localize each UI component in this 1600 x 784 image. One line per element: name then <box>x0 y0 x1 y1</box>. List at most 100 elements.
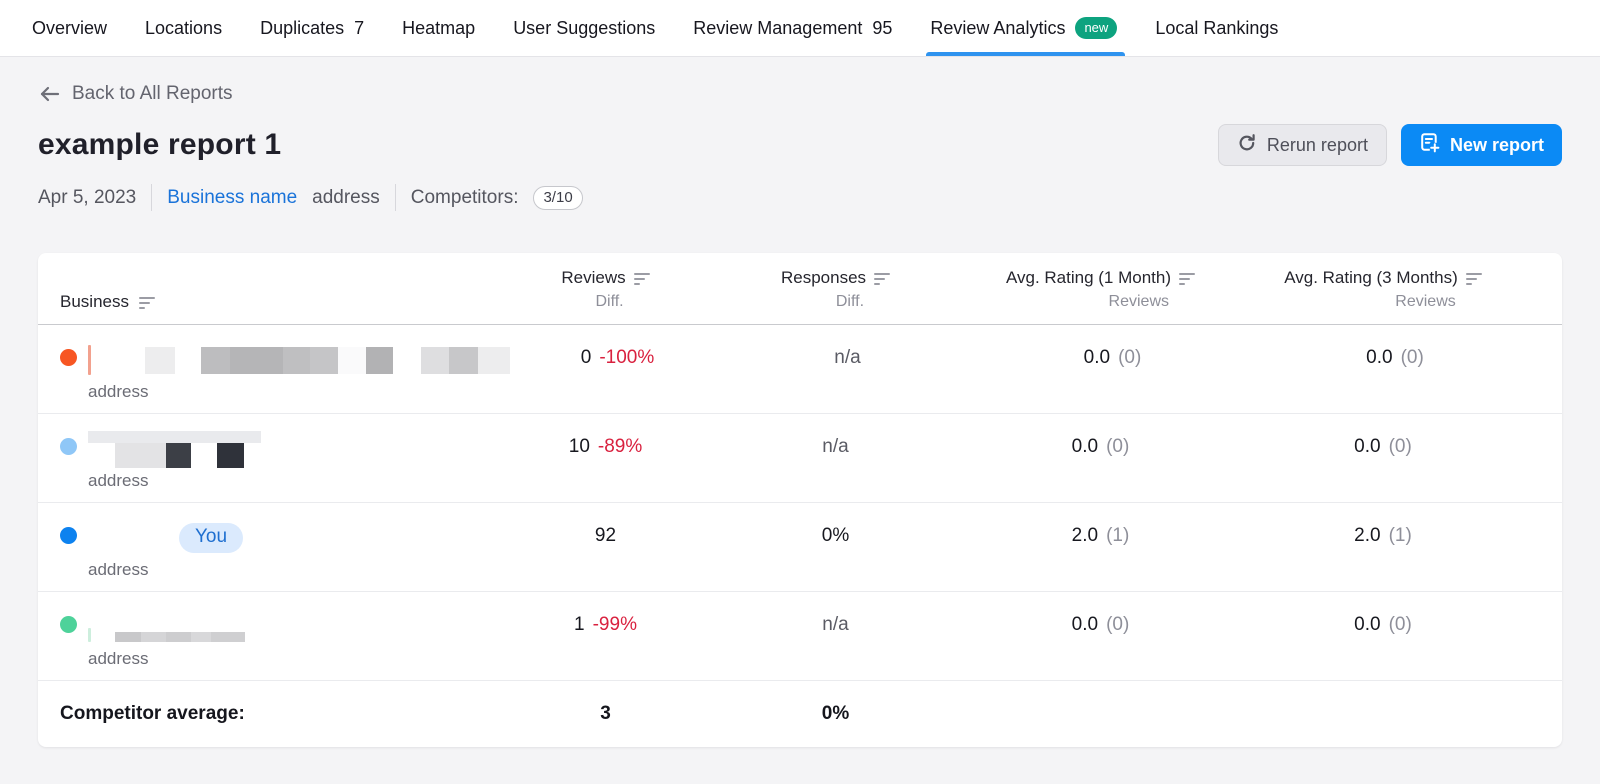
tab-label: Overview <box>32 17 108 38</box>
review-count: (1) <box>1106 525 1130 546</box>
table-row: You address 92 0% 2.0 (1) 2.0 (1) <box>38 503 1562 592</box>
value: 92 <box>594 525 617 546</box>
value: 0.0 <box>1071 436 1099 457</box>
business-address: address <box>88 471 149 490</box>
responses-cell: n/a <box>713 414 958 502</box>
sort-icon[interactable] <box>138 295 155 309</box>
avg-rating-1-month-cell: 0.0 (0) <box>958 592 1243 680</box>
back-link-label: Back to All Reports <box>72 83 233 104</box>
avg-rating-3-months-cell: 0.0 (0) <box>1243 414 1523 502</box>
responses-cell: 0% <box>713 503 958 591</box>
top-nav: Overview Locations Duplicates 7 Heatmap User … <box>0 0 1600 57</box>
column-header-reviews: Reviews Diff. <box>498 253 713 324</box>
table-row: address 0 -100% n/a 0.0 (0) 0.0 (0) <box>38 325 1562 414</box>
page-content: Back to All Reports example report 1 Rer… <box>0 57 1600 747</box>
value: 0 <box>580 347 592 368</box>
new-badge: new <box>1075 17 1118 39</box>
report-date: Apr 5, 2023 <box>38 186 137 208</box>
table-header: Business Reviews Diff. Responses Diff. Avg. … <box>38 253 1562 325</box>
new-report-label: New report <box>1449 134 1544 155</box>
column-header-responses: Responses Diff. <box>713 253 958 324</box>
business-color-dot <box>60 527 77 544</box>
business-address: address <box>88 382 149 401</box>
diff-value: -99% <box>592 614 637 635</box>
business-color-dot <box>60 349 77 366</box>
value: n/a <box>822 436 849 457</box>
business-cell: address <box>60 414 498 502</box>
avg-rating-1-month-cell: 0.0 (0) <box>970 325 1255 413</box>
value: 10 <box>568 436 590 457</box>
value: 0.0 <box>1071 614 1099 635</box>
review-count: (1) <box>1388 525 1412 546</box>
column-label: Reviews <box>561 268 626 287</box>
responses-cell: n/a <box>713 592 958 680</box>
business-color-dot <box>60 438 77 455</box>
report-meta: Apr 5, 2023 Business name address Compet… <box>38 184 1562 211</box>
refresh-icon <box>1237 133 1257 158</box>
business-color-dot <box>60 616 77 633</box>
tab-label: Heatmap <box>402 17 476 38</box>
column-header-business: Business <box>60 253 498 324</box>
review-count: (0) <box>1388 436 1412 457</box>
you-badge: You <box>179 523 244 553</box>
avg-rating-3-months-cell: 2.0 (1) <box>1243 503 1523 591</box>
table-row: address 1 -99% n/a 0.0 (0) 0.0 (0) <box>38 592 1562 681</box>
sort-icon[interactable] <box>1179 271 1196 285</box>
redacted-business-name <box>88 608 245 646</box>
page-title: example report 1 <box>38 128 282 161</box>
competitor-average-label: Competitor average: <box>60 703 245 724</box>
responses-cell: n/a <box>725 325 970 413</box>
avg-rating-3-months-cell: 0.0 (0) <box>1243 592 1523 680</box>
business-cell: You address <box>60 503 498 591</box>
redacted-business-name: You <box>88 519 244 557</box>
sort-icon[interactable] <box>874 271 891 285</box>
tab-count-badge: 95 <box>872 17 893 38</box>
column-label: Avg. Rating (1 Month) <box>1005 268 1172 287</box>
rerun-report-label: Rerun report <box>1266 134 1368 155</box>
sort-icon[interactable] <box>633 271 650 285</box>
reviews-cell: 92 <box>498 503 713 591</box>
reviews-cell: 0 -100% <box>510 325 725 413</box>
reviews-cell: 1 -99% <box>498 592 713 680</box>
diff-value: -89% <box>597 436 643 457</box>
value: 0.0 <box>1083 347 1111 368</box>
competitors-count-badge: 3/10 <box>533 185 583 210</box>
divider <box>394 184 396 211</box>
table-row: address 10 -89% n/a 0.0 (0) 0.0 (0) <box>38 414 1562 503</box>
competitor-average-responses: 0% <box>821 703 850 724</box>
tab-label: Local Rankings <box>1155 17 1279 38</box>
column-sublabel: Diff. <box>835 293 865 310</box>
tab-duplicates[interactable]: Duplicates 7 <box>260 0 364 56</box>
value: n/a <box>822 614 849 635</box>
sort-icon[interactable] <box>1465 271 1482 285</box>
diff-value: -100% <box>599 347 655 368</box>
review-count: (0) <box>1106 436 1130 457</box>
avg-rating-1-month-cell: 2.0 (1) <box>958 503 1243 591</box>
business-cell: address <box>60 592 498 680</box>
column-header-avg-rating-1-month: Avg. Rating (1 Month) Reviews <box>958 253 1243 324</box>
column-label: Responses <box>780 268 867 287</box>
rerun-report-button[interactable]: Rerun report <box>1217 124 1387 166</box>
avg-rating-3-months-cell: 0.0 (0) <box>1255 325 1535 413</box>
review-count: (0) <box>1388 614 1412 635</box>
table-footer-row: Competitor average: 3 0% <box>38 681 1562 747</box>
business-name-link[interactable]: Business name <box>167 186 298 208</box>
tab-locations[interactable]: Locations <box>145 0 222 56</box>
value: 0.0 <box>1366 347 1393 368</box>
tab-review-management[interactable]: Review Management 95 <box>693 0 892 56</box>
redacted-business-name <box>88 341 510 379</box>
tab-label: User Suggestions <box>513 17 656 38</box>
arrow-left-icon <box>38 83 60 105</box>
back-link[interactable]: Back to All Reports <box>38 83 233 105</box>
tab-user-suggestions[interactable]: User Suggestions <box>513 0 655 56</box>
tab-heatmap[interactable]: Heatmap <box>402 0 475 56</box>
value: 0.0 <box>1354 436 1381 457</box>
tab-local-rankings[interactable]: Local Rankings <box>1155 0 1278 56</box>
reviews-cell: 10 -89% <box>498 414 713 502</box>
divider <box>151 184 153 211</box>
tab-label: Duplicates <box>260 17 345 38</box>
new-report-button[interactable]: New report <box>1400 124 1562 166</box>
column-sublabel: Diff. <box>595 293 624 310</box>
tab-review-analytics[interactable]: Review Analytics new <box>926 0 1126 56</box>
tab-overview[interactable]: Overview <box>32 0 107 56</box>
